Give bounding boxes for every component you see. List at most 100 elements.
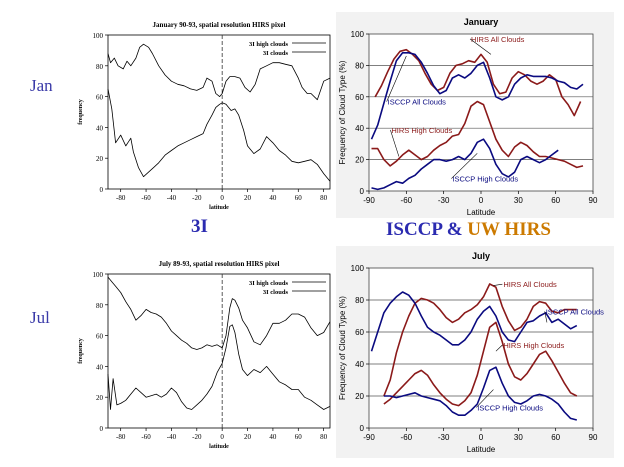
chart-jan-3i-xtick-label-0: -80 [116,194,126,202]
chart-jan-3i-xtick-label-6: 40 [269,194,277,202]
chart-jul-3i-ytick-label-3: 60 [96,333,104,341]
chart-jan-isccp-hirs-annotation-arrow-0 [469,38,492,55]
chart-jan-isccp-hirs-xtick-label-0: -90 [363,196,375,205]
chart-jan-isccp-hirs-xtick-label-6: 90 [589,196,598,205]
chart-jul-3i-xtick-label-8: 80 [320,433,328,441]
chart-jul-3i-xtick-label-7: 60 [295,433,303,441]
chart-jan-3i-legend-label-0: 3I high clouds [249,41,288,48]
chart-panel-jan-3i: January 90-93, spatial resolution HIRS p… [70,15,335,215]
chart-jan-3i-legend-label-1: 3I clouds [263,50,289,57]
chart-jan-3i-xlabel: latitude [209,205,229,211]
chart-jul-3i: July 89-93, spatial resolution HIRS pixe… [78,260,331,450]
chart-panel-jul-isccp-hirs: July 0 20 40 60 80 100 -90 -60 -30 0 30 60 90 Latitude… [336,246,614,458]
chart-jan-isccp-hirs-ytick-label-4: 80 [355,61,364,70]
chart-jul-3i-legend-label-0: 3I high clouds [249,280,288,287]
chart-jul-isccp-hirs-series-1 [370,291,578,352]
chart-panel-jan-isccp-hirs: January 0 20 40 60 80 100 -90 -60 -30 0 30 60 90 Latit… [336,12,614,218]
chart-jul-3i-series-0 [107,324,331,410]
chart-jul-isccp-hirs-ytick-label-5: 100 [351,264,365,273]
chart-jan-isccp-hirs-ytick-label-2: 40 [355,124,364,133]
caption-isccp: ISCCP & [386,219,468,240]
chart-jul-isccp-hirs-xtick-label-6: 90 [589,433,598,442]
chart-jul-isccp-hirs-annotation-1: ISCCP All Clouds [546,307,604,316]
chart-jul-3i-xlabel: latitude [209,444,229,450]
chart-jan-isccp-hirs-ytick-label-1: 20 [355,156,364,165]
chart-jan-isccp-hirs-ytick-label-0: 0 [360,187,365,196]
chart-jan-3i-xtick-label-1: -60 [141,194,151,202]
chart-jul-isccp-hirs: July 0 20 40 60 80 100 -90 -60 -30 0 30 60 90 Latitude… [336,246,614,458]
chart-jan-isccp-hirs-xlabel: Latitude [467,208,496,217]
chart-panel-jul-3i: July 89-93, spatial resolution HIRS pixe… [70,254,335,454]
chart-jul-3i-title: July 89-93, spatial resolution HIRS pixe… [159,260,280,268]
chart-jan-isccp-hirs-annotation-2: HIRS High Clouds [391,126,452,135]
chart-jan-isccp-hirs-annotation-0: HIRS All Clouds [471,35,525,44]
chart-jul-isccp-hirs-ytick-label-4: 80 [355,296,364,305]
chart-jan-isccp-hirs-title: January [464,17,499,27]
chart-jul-isccp-hirs-annotation-arrow-1 [544,311,548,323]
chart-jan-3i-ytick-label-0: 0 [100,186,104,194]
chart-jan-isccp-hirs: January 0 20 40 60 80 100 -90 -60 -30 0 30 60 90 Latit… [336,12,614,218]
chart-jul-isccp-hirs-annotation-0: HIRS All Clouds [503,280,557,289]
chart-jul-isccp-hirs-xtick-label-4: 30 [514,433,523,442]
chart-jul-3i-ytick-label-0: 0 [100,425,104,433]
chart-jul-isccp-hirs-xtick-label-3: 0 [479,433,484,442]
chart-jul-isccp-hirs-xlabel: Latitude [467,445,496,454]
caption-uw-hirs: UW HIRS [467,219,551,240]
chart-jan-isccp-hirs-ytick-label-5: 100 [351,30,365,39]
chart-jul-isccp-hirs-xtick-label-0: -90 [363,433,375,442]
chart-jan-3i-title: January 90-93, spatial resolution HIRS p… [153,21,286,29]
chart-jan-3i-ytick-label-3: 60 [96,94,104,102]
chart-jul-3i-ytick-label-2: 40 [96,363,104,371]
chart-jul-isccp-hirs-ytick-label-2: 40 [355,360,364,369]
chart-jan-isccp-hirs-annotation-1: ISCCP All Clouds [388,98,446,107]
chart-jan-isccp-hirs-series-3 [371,138,559,191]
chart-jul-3i-xtick-label-6: 40 [269,433,277,441]
chart-jul-isccp-hirs-title: July [472,251,490,261]
row-label-jan: Jan [30,76,53,95]
chart-jan-3i-ytick-label-4: 80 [96,63,104,71]
chart-jan-isccp-hirs-xtick-label-3: 0 [479,196,484,205]
chart-jan-isccp-hirs-annotation-arrow-2 [390,129,400,157]
chart-jul-isccp-hirs-annotation-arrow-0 [493,283,503,286]
chart-jan-3i-xtick-label-3: -20 [192,194,202,202]
chart-jul-isccp-hirs-ytick-label-3: 60 [355,328,364,337]
chart-jul-3i-xtick-label-2: -40 [167,433,177,441]
chart-jul-isccp-hirs-series-0 [383,283,577,397]
chart-jan-isccp-hirs-annotation-arrow-1 [386,55,407,102]
chart-jan-isccp-hirs-annotation-3: ISCCP High Clouds [452,175,518,184]
chart-jan-3i-ytick-label-5: 100 [93,32,104,40]
chart-jul-3i-legend-label-1: 3I clouds [263,289,289,296]
chart-jan-3i-series-1 [107,43,331,101]
chart-jul-isccp-hirs-xtick-label-1: -60 [401,433,413,442]
chart-jul-isccp-hirs-series-3 [383,366,577,421]
chart-jan-3i-xtick-label-2: -40 [167,194,177,202]
chart-jul-isccp-hirs-xtick-label-5: 60 [551,433,560,442]
chart-jan-3i-xtick-label-7: 60 [295,194,303,202]
chart-jul-isccp-hirs-series-2 [383,321,578,407]
chart-jul-isccp-hirs-ylabel: Frequency of Cloud Type (%) [338,296,347,400]
chart-jan-3i-xtick-label-5: 20 [244,194,252,202]
chart-jul-isccp-hirs-annotation-2: HIRS High Clouds [503,341,564,350]
chart-jul-3i-xtick-label-1: -60 [141,433,151,441]
chart-jul-3i-ytick-label-1: 20 [96,394,104,402]
chart-jan-3i-plot-area [107,34,331,190]
chart-jan-isccp-hirs-series-2 [371,100,584,169]
chart-jul-3i-xtick-label-3: -20 [192,433,202,441]
chart-jan-isccp-hirs-xtick-label-4: 30 [514,196,523,205]
chart-jul-3i-xtick-label-0: -80 [116,433,126,441]
chart-jan-isccp-hirs-xtick-label-2: -30 [438,196,450,205]
chart-jan-isccp-hirs-plot-area [368,33,594,192]
chart-jan-3i-ytick-label-2: 40 [96,124,104,132]
row-label-jul: Jul [30,308,50,327]
chart-jan-3i-ylabel: frequency [78,99,84,125]
chart-jan-isccp-hirs-ytick-label-3: 60 [355,93,364,102]
chart-jan-isccp-hirs-annotation-arrow-3 [451,153,478,179]
chart-jan-isccp-hirs-xtick-label-1: -60 [401,196,413,205]
chart-jul-3i-ytick-label-4: 80 [96,302,104,310]
chart-jul-isccp-hirs-ytick-label-0: 0 [360,424,365,433]
caption-3i: 3I [191,216,208,237]
chart-jan-isccp-hirs-ylabel: Frequency of Cloud Type (%) [338,60,347,164]
chart-jan-3i-series-0 [107,88,331,182]
chart-jul-3i-plot-area [107,273,331,429]
caption-isccp-uw-hirs: ISCCP & UW HIRS [386,219,551,241]
